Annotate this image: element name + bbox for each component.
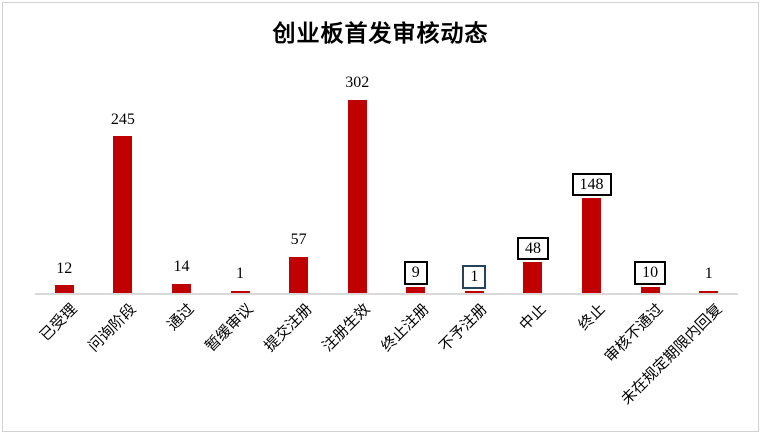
bar-10: [640, 286, 660, 293]
category-label-8: 中止: [517, 301, 550, 334]
value-label: 12: [56, 259, 73, 277]
value-label-boxed: 48: [516, 236, 549, 261]
value-label: 14: [173, 258, 190, 276]
bar-11: [699, 291, 719, 293]
category-label-11: 未在规定期限内回复: [618, 301, 726, 409]
value-label: 1: [704, 265, 713, 283]
value-label: 57: [290, 230, 307, 248]
bar-9: [582, 198, 602, 293]
bar-2: [171, 284, 191, 293]
bar-1: [113, 136, 133, 293]
value-label: 245: [110, 110, 135, 128]
category-label-9: 终止: [575, 301, 609, 334]
bar-3: [230, 291, 250, 293]
value-label-boxed: 148: [571, 172, 612, 197]
bar-5: [347, 100, 367, 293]
bar-6: [406, 287, 426, 293]
bar-4: [289, 256, 309, 293]
value-label-boxed: 9: [403, 261, 428, 286]
chart-title: 创业板首发审核动态: [272, 21, 489, 46]
x-axis-line: [35, 293, 738, 295]
value-label: 1: [236, 265, 245, 283]
category-label-5: 注册生效: [320, 301, 374, 356]
category-label-7: 不予注册: [437, 301, 491, 356]
bar-0: [54, 285, 74, 293]
value-label-boxed: 10: [634, 260, 667, 285]
bar-7: [464, 291, 484, 293]
category-label-3: 暂缓审议: [202, 301, 257, 356]
value-label-boxed: 1: [462, 265, 487, 289]
value-label: 302: [345, 74, 370, 92]
bar-8: [523, 262, 543, 293]
category-label-2: 通过: [165, 301, 199, 334]
